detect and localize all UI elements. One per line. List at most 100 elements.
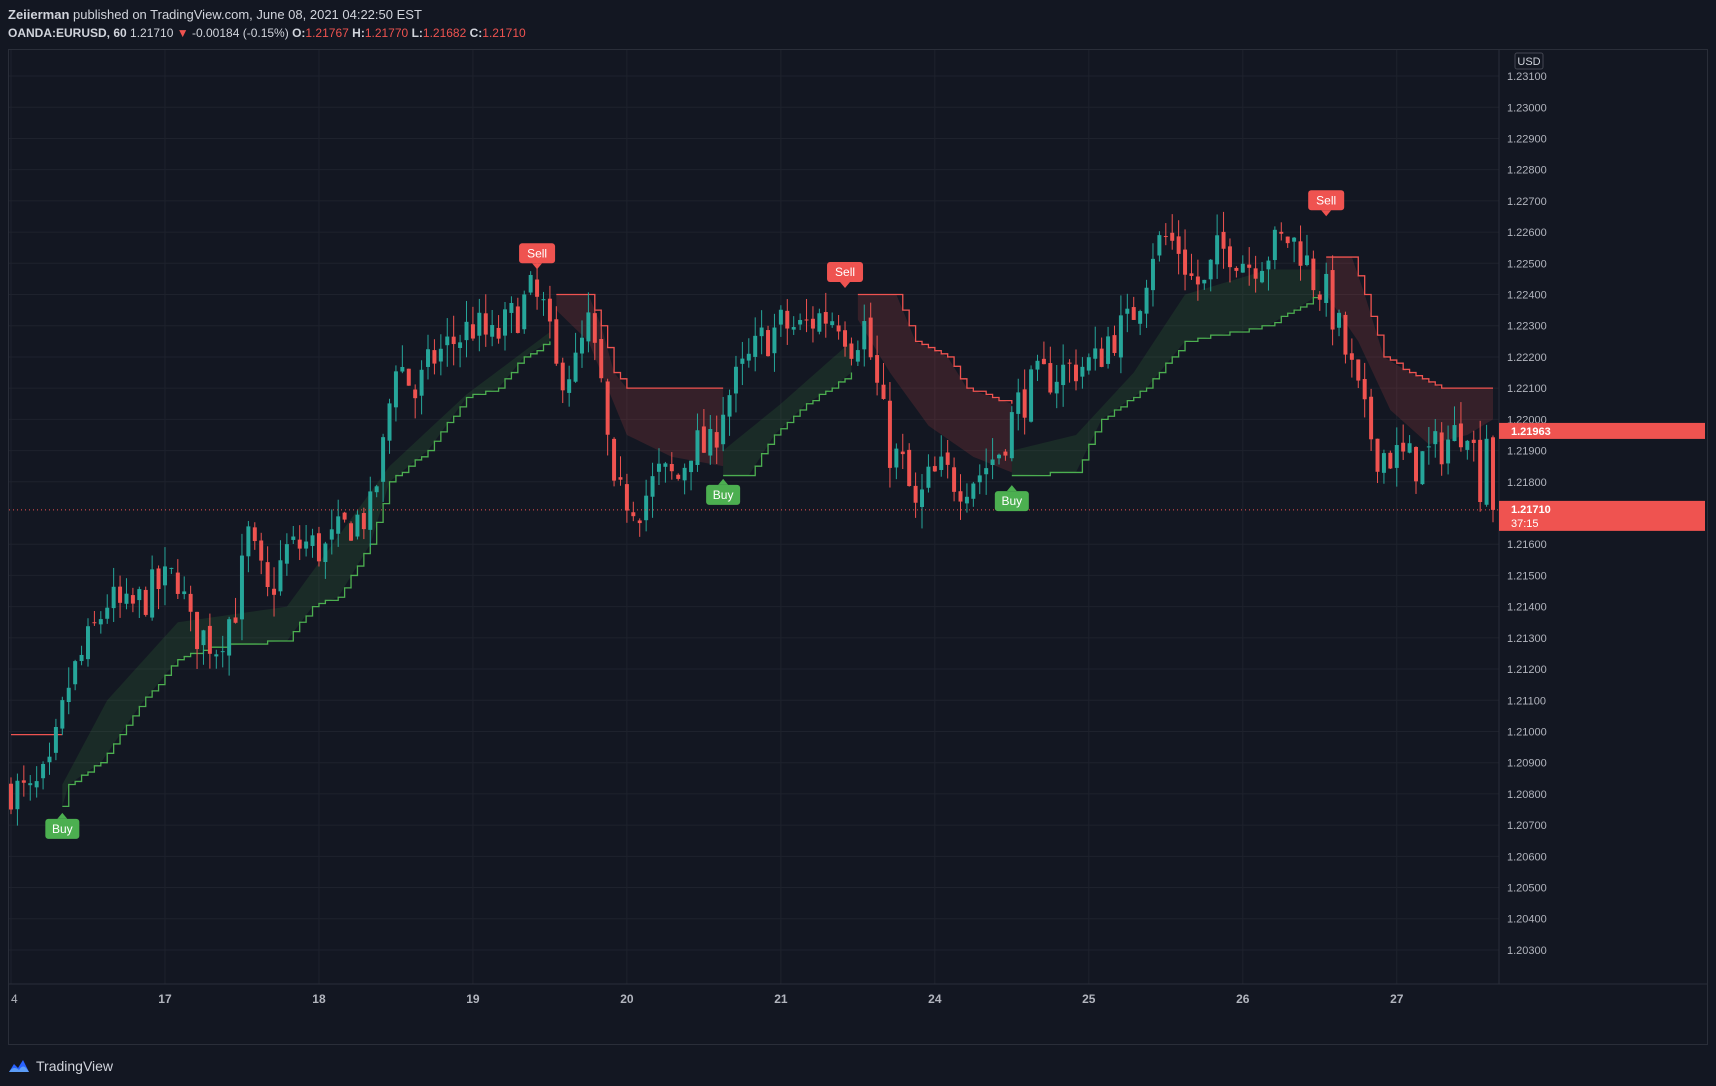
bear-cloud	[857, 294, 1012, 473]
candle	[413, 384, 418, 419]
open-value: 1.21767	[305, 26, 349, 40]
candle	[701, 409, 706, 454]
price-marker-countdown: 37:15	[1511, 518, 1539, 530]
currency-badge-box	[1514, 52, 1544, 70]
tradingview-brand: TradingView	[36, 1058, 114, 1074]
candle-body	[458, 342, 463, 348]
candle-body	[464, 321, 469, 341]
price-tick-label: 1.21600	[1507, 539, 1547, 551]
candle	[201, 629, 206, 665]
candle	[605, 378, 610, 456]
candle	[663, 461, 668, 483]
last-price: 1.21710	[130, 26, 174, 40]
candle	[1054, 365, 1059, 409]
candle-body	[612, 438, 617, 481]
candle-body	[496, 327, 501, 339]
candle	[592, 294, 597, 361]
candle-body	[1337, 312, 1342, 328]
price-tick-label: 1.20600	[1507, 851, 1547, 863]
price-tick-label: 1.21100	[1507, 695, 1546, 707]
candle	[1356, 359, 1361, 389]
bear-cloud	[1326, 257, 1493, 445]
candle-body	[618, 477, 623, 480]
sell-signal-label: Sell	[827, 262, 864, 289]
candle	[900, 433, 905, 470]
candle-body	[843, 330, 848, 347]
candle-body	[920, 489, 925, 507]
tradingview-footer[interactable]: TradingView	[8, 1054, 113, 1078]
candle-body	[637, 520, 642, 524]
currency-label: USD	[1517, 56, 1540, 68]
bull-cloud	[62, 331, 550, 807]
candle-body	[349, 523, 354, 541]
candle-body	[1003, 451, 1008, 456]
candle	[984, 448, 989, 495]
candle	[1067, 359, 1072, 383]
candle	[1478, 420, 1483, 512]
candle	[727, 389, 732, 436]
candle	[1029, 365, 1034, 423]
candle	[207, 613, 212, 669]
candle-body	[470, 324, 475, 339]
candle	[252, 522, 257, 550]
candle-body	[336, 516, 341, 534]
price-tick-label: 1.21500	[1507, 570, 1547, 582]
candle-body	[291, 536, 296, 540]
candle-body	[708, 429, 713, 456]
candle	[862, 304, 867, 367]
candle-body	[952, 467, 957, 492]
candle-body	[547, 298, 552, 322]
candle	[554, 306, 559, 366]
candle	[143, 586, 148, 617]
candle-body	[85, 626, 90, 660]
author-name[interactable]: Zeiierman	[8, 7, 70, 22]
candle	[445, 318, 450, 367]
price-tick-label: 1.20300	[1507, 945, 1547, 957]
candle	[772, 313, 777, 372]
candle	[1349, 338, 1354, 378]
candle-body	[1343, 314, 1348, 355]
time-tick-label: 4	[11, 992, 18, 1006]
candle	[1426, 427, 1431, 465]
candle	[272, 567, 277, 617]
candle	[21, 765, 26, 797]
candle	[1112, 325, 1117, 356]
chart-pane[interactable]: Buy Sell Buy Sell Buy Sell 1.23100 1.23000 1.229…	[8, 49, 1708, 1045]
candle-body	[66, 687, 71, 703]
candle-body	[733, 366, 738, 394]
candle	[361, 507, 366, 540]
candle-body	[573, 352, 578, 382]
candle-body	[1022, 389, 1027, 418]
candle-body	[483, 313, 488, 335]
candle	[1465, 439, 1470, 460]
candle	[150, 555, 155, 621]
price-tick-label: 1.20500	[1507, 883, 1547, 895]
candle-body	[438, 348, 443, 362]
candle-body	[1106, 336, 1111, 364]
time-tick-label: 27	[1390, 992, 1404, 1006]
signal-arrow-down-icon	[840, 282, 851, 289]
candle	[1048, 346, 1053, 395]
candle-body	[644, 495, 649, 521]
candle	[964, 483, 969, 513]
candle	[1106, 326, 1111, 369]
symbol-name[interactable]: OANDA:EURUSD, 60	[8, 26, 127, 40]
candle	[1401, 424, 1406, 460]
candle-body	[939, 456, 944, 470]
chart-canvas[interactable]: Buy Sell Buy Sell Buy Sell 1.23100 1.23000 1.229…	[9, 50, 1707, 1044]
candle-body	[535, 279, 540, 297]
price-tick-label: 1.20400	[1507, 914, 1547, 926]
candle-body	[477, 312, 482, 336]
candle-body	[798, 319, 803, 325]
candle	[1458, 402, 1463, 452]
candle	[278, 540, 283, 596]
candle-body	[445, 336, 450, 346]
candle	[246, 520, 251, 573]
published-text: published on TradingView.com, June 08, 2…	[73, 7, 422, 22]
candle-body	[964, 496, 969, 504]
candle-body	[689, 460, 694, 473]
candle-body	[175, 572, 180, 594]
candle	[387, 398, 392, 454]
candle-body	[34, 781, 39, 788]
candle-body	[9, 783, 13, 810]
